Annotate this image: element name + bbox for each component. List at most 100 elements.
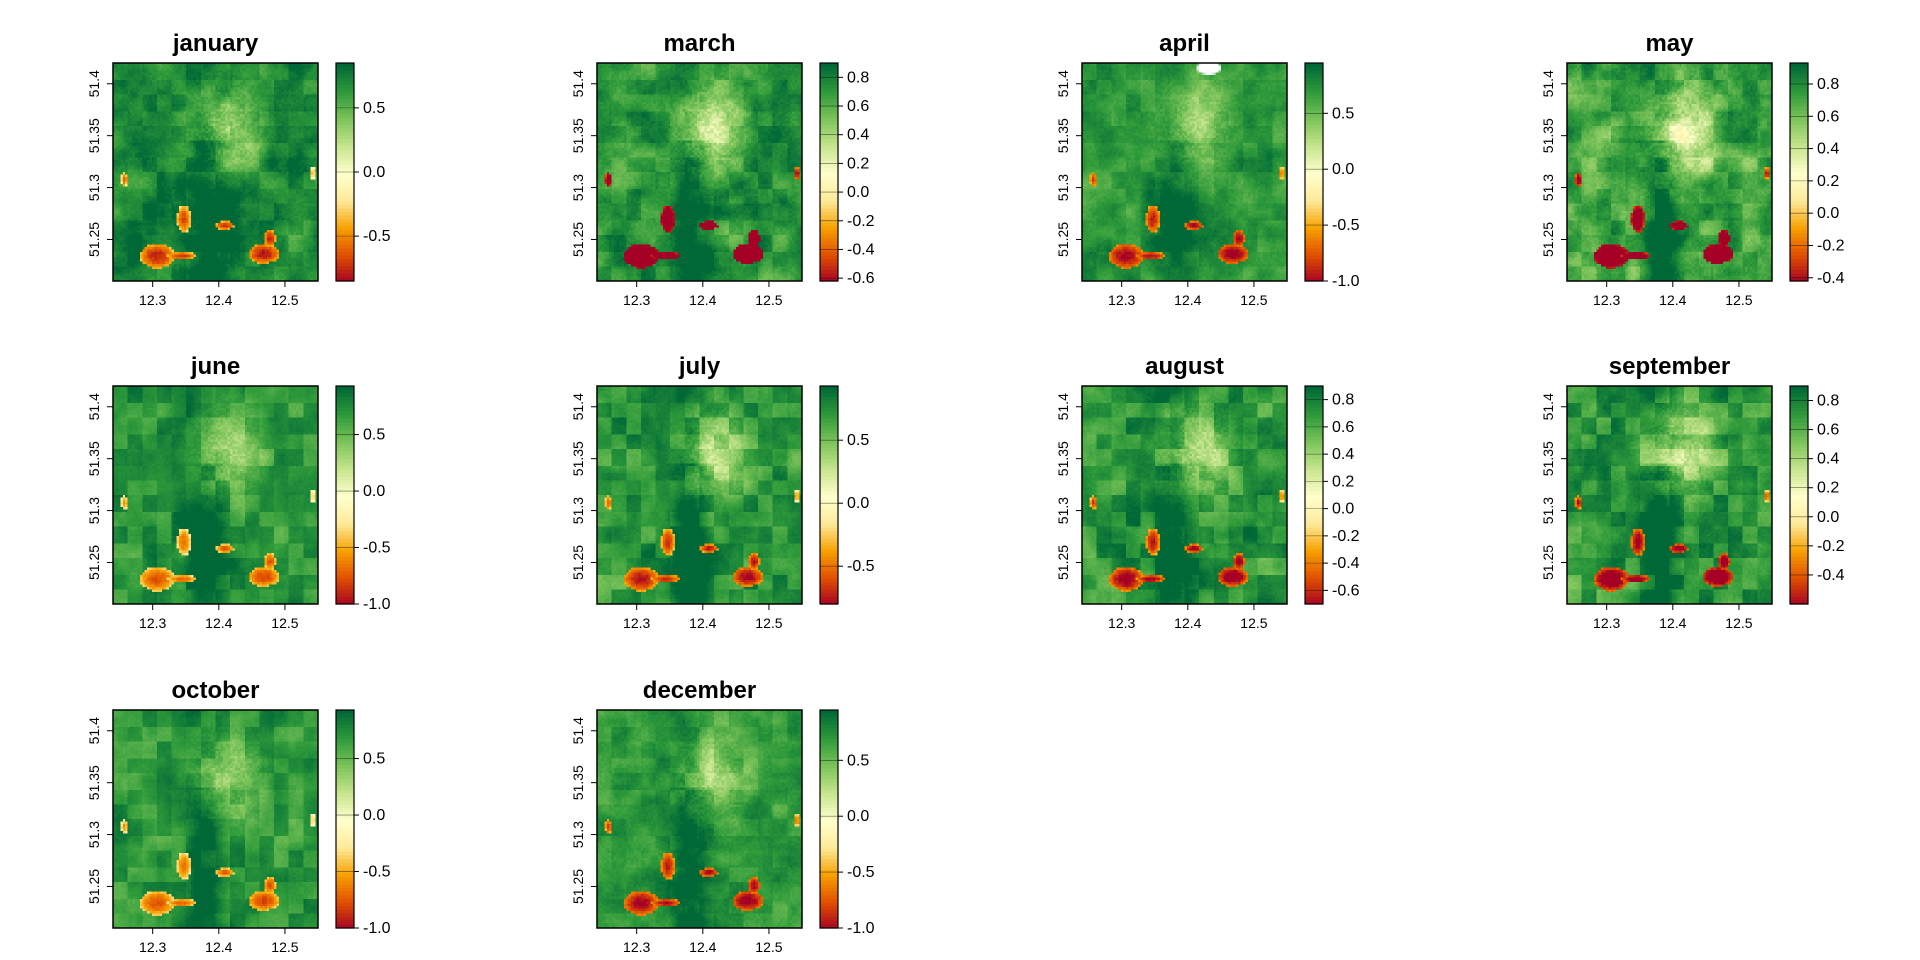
colorbar-swatch [1305,444,1323,449]
colorbar-swatch [336,888,354,893]
colorbar-swatch [820,731,838,737]
colorbar-swatch [1790,495,1808,500]
colorbar-swatch [820,73,838,79]
colorbar-swatch [1790,219,1808,224]
colorbar-swatch [1790,113,1808,119]
colorbar-tick-label: 0.0 [847,495,869,512]
panel-march: march 12.3 12.4 12.5 51.25 51.3 51.35 51.4 0.8 0.… [570,30,875,308]
colorbar-swatch [1790,259,1808,264]
colorbar-swatch [1790,92,1808,97]
colorbar-swatch [1305,237,1323,242]
colorbar-swatch [1790,444,1808,449]
colorbar-swatch [820,110,838,115]
colorbar-tick-label: -0.6 [1332,582,1360,599]
colorbar-swatch [336,484,354,489]
colorbar-swatch [820,407,838,413]
colorbar-tick-label: -1.0 [1332,273,1360,290]
colorbar-swatch [820,717,838,722]
colorbar-swatch [336,811,354,816]
colorbar-swatch [336,110,354,115]
colorbar-swatch [820,797,838,802]
colorbar-swatch [1305,128,1323,133]
y-tick-label: 51.35 [570,118,586,153]
colorbar-tick-label: -0.4 [1817,567,1845,584]
colorbar-swatch [1790,585,1808,591]
colorbar-swatch [1790,84,1808,90]
colorbar-swatch [336,102,354,108]
colorbar-swatch [820,396,838,402]
colorbar-swatch [1305,534,1323,540]
colorbar-swatch [336,132,354,137]
colorbar-swatch [820,433,838,438]
colorbar-swatch [1790,142,1808,148]
colorbar-swatch [336,208,354,213]
x-tick-label: 12.5 [1240,292,1267,308]
y-tick-label: 51.4 [570,717,586,744]
colorbar-swatch [820,746,838,751]
x-tick-label: 12.5 [1725,292,1752,308]
colorbar-swatch [1305,545,1323,551]
colorbar-swatch [820,524,838,529]
x-tick-label: 12.4 [205,615,232,631]
colorbar-swatch [820,574,838,580]
colorbar-swatch [336,204,354,209]
colorbar-swatch [1305,542,1323,547]
panel-september: september 12.3 12.4 12.5 51.25 51.3 51.35 51.4 0… [1540,353,1845,631]
colorbar-tick-label: -0.2 [1817,237,1845,254]
plot-frame [1566,62,1773,282]
panel-title: december [643,677,756,704]
panel-title: may [1645,30,1694,57]
colorbar-swatch [336,95,354,100]
colorbar-swatch [1305,244,1323,249]
colorbar-swatch [1790,128,1808,133]
colorbar-swatch [336,153,354,159]
colorbar-swatch [1305,509,1323,514]
x-tick-label: 12.3 [1108,292,1135,308]
colorbar-swatch [336,505,354,511]
colorbar-swatch [1790,255,1808,260]
colorbar-swatch [820,844,838,849]
colorbar-swatch [336,411,354,416]
colorbar-swatch [1305,146,1323,151]
colorbar-swatch [1305,574,1323,580]
x-tick-label: 12.5 [271,292,298,308]
colorbar-swatch [336,415,354,420]
colorbar-swatch [336,869,354,875]
colorbar-swatch [820,819,838,824]
panel-october: october 12.3 12.4 12.5 51.25 51.3 51.35 51.4 0.5… [86,677,391,955]
panel-title: january [172,30,259,57]
colorbar-tick-label: 0.0 [847,808,869,825]
colorbar-swatch [336,444,354,449]
colorbar-swatch [1305,582,1323,587]
colorbar-tick-label: -0.4 [1332,555,1360,572]
colorbar-swatch [336,898,354,904]
colorbar-swatch [820,898,838,904]
y-tick-label: 51.3 [86,821,102,848]
colorbar-swatch [1790,124,1808,129]
colorbar-swatch [336,742,354,747]
colorbar-swatch [820,150,838,155]
colorbar-swatch [336,549,354,554]
plot-frame [596,709,803,929]
colorbar-swatch [336,386,354,391]
colorbar-swatch [820,800,838,806]
colorbar-swatch [336,407,354,413]
colorbar-swatch [820,739,838,744]
colorbar-tick-label: -0.2 [1817,538,1845,555]
colorbar-swatch [820,440,838,445]
colorbar-swatch [1790,135,1808,140]
colorbar-swatch [820,815,838,820]
colorbar-swatch [820,713,838,718]
colorbar-swatch [336,262,354,268]
colorbar-tick-label: -0.5 [363,228,391,245]
y-tick-label: 51.4 [86,717,102,744]
colorbar-tick-label: 0.4 [1817,141,1839,158]
colorbar-swatch [336,797,354,802]
colorbar-swatch [336,600,354,605]
colorbar-tick-label: -0.5 [847,864,875,881]
colorbar-swatch [820,909,838,915]
colorbar-swatch [1790,208,1808,213]
colorbar-swatch [1790,99,1808,104]
colorbar-swatch [1305,70,1323,75]
colorbar-swatch [336,462,354,467]
